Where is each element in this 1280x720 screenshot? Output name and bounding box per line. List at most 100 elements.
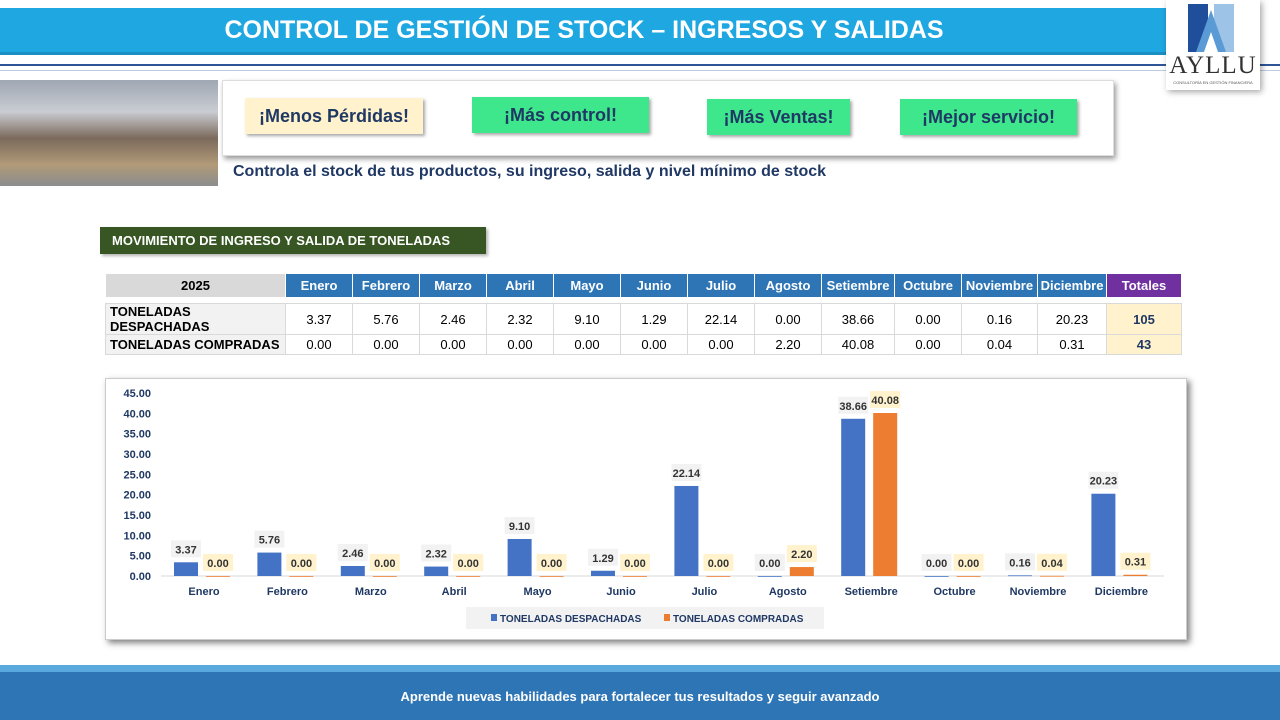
bar-despachadas [424, 566, 449, 576]
bar-compradas [956, 576, 981, 577]
table-cell: 0.00 [894, 334, 962, 355]
section-title: MOVIMIENTO DE INGRESO Y SALIDA DE TONELA… [100, 227, 486, 254]
pill-menos-perdidas: ¡Menos Pérdidas! [245, 98, 423, 134]
data-label: 0.04 [1041, 558, 1063, 570]
data-label-bg [1120, 552, 1151, 570]
y-tick-label: 25.00 [123, 469, 151, 481]
y-tick-label: 35.00 [123, 429, 151, 441]
month-header: Julio [687, 273, 755, 298]
row-label: TONELADAS COMPRADAS [105, 334, 286, 355]
bar-despachadas [340, 565, 365, 576]
table-cell: 0.04 [961, 334, 1038, 355]
data-label: 0.00 [541, 558, 562, 570]
x-tick-label: Junio [606, 586, 636, 598]
x-tick-label: Diciembre [1095, 586, 1148, 598]
data-label-bg [953, 554, 984, 571]
y-tick-label: 45.00 [123, 388, 151, 400]
logo-mark-icon [1188, 4, 1234, 52]
bar-despachadas [1008, 575, 1032, 577]
bar-despachadas [841, 418, 866, 576]
table-cell: 22.14 [687, 303, 755, 335]
y-tick-label: 20.00 [123, 490, 151, 502]
bar-despachadas [257, 552, 282, 576]
data-label-bg [337, 543, 368, 561]
bar-despachadas [591, 570, 615, 576]
table-cell: 20.23 [1037, 303, 1107, 335]
data-label: 0.00 [926, 558, 947, 570]
bar-compradas [456, 576, 481, 577]
table-header-row: 2025 Enero Febrero Marzo Abril Mayo Junio Julio… [105, 273, 1182, 298]
table-cell: 0.00 [352, 334, 420, 355]
logo-subtitle: CONSULTORÍA EN GESTIÓN FINANCIERA [1173, 80, 1253, 85]
logo-name: AYLLU [1169, 52, 1257, 79]
benefits-banner: ¡Menos Pérdidas! ¡Más control! ¡Más Vent… [222, 80, 1114, 156]
legend-label: TONELADAS COMPRADAS [673, 614, 804, 625]
table-row: TONELADAS DESPACHADAS 3.37 5.76 2.46 2.32 9.1… [105, 303, 1182, 335]
chart-container: 0.00 5.00 10.00 15.00 20.00 25.00 30.00 35.00 40… [105, 378, 1187, 640]
bar-despachadas [924, 576, 949, 577]
legend [466, 607, 824, 629]
data-label: 2.46 [342, 548, 363, 560]
table-cell: 0.00 [553, 334, 621, 355]
x-tick-label: Enero [188, 586, 219, 598]
y-tick-label: 10.00 [123, 530, 151, 542]
table-cell: 0.00 [419, 334, 487, 355]
page-title: CONTROL DE GESTIÓN DE STOCK – INGRESOS Y… [0, 8, 1168, 55]
footer-text: Aprende nuevas habilidades para fortalec… [0, 665, 1280, 720]
data-label-bg [1005, 553, 1035, 571]
bar-compradas [706, 576, 731, 577]
data-label-bg [171, 540, 201, 558]
bar-despachadas [1091, 493, 1116, 576]
legend-swatch [664, 614, 670, 621]
table-cell: 0.00 [486, 334, 554, 355]
row-total: 43 [1106, 334, 1182, 355]
data-label-bg [286, 554, 317, 571]
data-label: 0.00 [207, 558, 228, 570]
data-label: 0.00 [708, 558, 729, 570]
data-label: 38.66 [839, 401, 867, 413]
table-cell: 5.76 [352, 303, 420, 335]
bar-despachadas [674, 485, 699, 576]
bar-chart: 0.00 5.00 10.00 15.00 20.00 25.00 30.00 35.00 40… [123, 388, 1164, 629]
data-label-bg [620, 554, 650, 571]
data-label: 3.37 [175, 544, 196, 556]
bar-despachadas [757, 576, 782, 577]
table-cell: 9.10 [553, 303, 621, 335]
month-header: Febrero [352, 273, 420, 298]
table-cell: 0.00 [620, 334, 688, 355]
month-header: Mayo [553, 273, 621, 298]
data-label: 0.00 [759, 558, 780, 570]
table-cell: 40.08 [821, 334, 895, 355]
totals-header: Totales [1106, 273, 1182, 298]
data-label: 0.00 [374, 558, 395, 570]
legend-swatch [491, 614, 497, 621]
table-cell: 2.20 [754, 334, 822, 355]
tagline: Controla el stock de tus productos, su i… [233, 163, 827, 180]
data-label: 0.00 [457, 558, 478, 570]
data-label: 0.00 [624, 558, 645, 570]
data-label-bg [453, 554, 484, 571]
month-header: Abril [486, 273, 554, 298]
x-tick-label: Julio [692, 586, 718, 598]
data-label-bg [838, 396, 869, 414]
month-header: Noviembre [961, 273, 1038, 298]
data-label-bg [703, 554, 734, 571]
table-cell: 38.66 [821, 303, 895, 335]
data-label: 0.31 [1125, 557, 1146, 569]
month-header: Octubre [894, 273, 962, 298]
x-tick-label: Agosto [769, 586, 807, 598]
data-label: 0.00 [958, 558, 979, 570]
bar-despachadas [174, 562, 198, 576]
row-total: 105 [1106, 303, 1182, 335]
x-tick-label: Marzo [355, 586, 387, 598]
bar-compradas [623, 576, 647, 577]
row-label: TONELADAS DESPACHADAS [105, 303, 286, 335]
month-header: Enero [285, 273, 353, 298]
month-header: Junio [620, 273, 688, 298]
data-label: 0.16 [1009, 557, 1030, 569]
bar-compradas [289, 576, 314, 577]
bar-compradas [206, 576, 230, 577]
bar-despachadas [507, 538, 532, 576]
stock-table: 2025 Enero Febrero Marzo Abril Mayo Junio Julio… [105, 273, 1182, 355]
divider [0, 70, 1280, 71]
